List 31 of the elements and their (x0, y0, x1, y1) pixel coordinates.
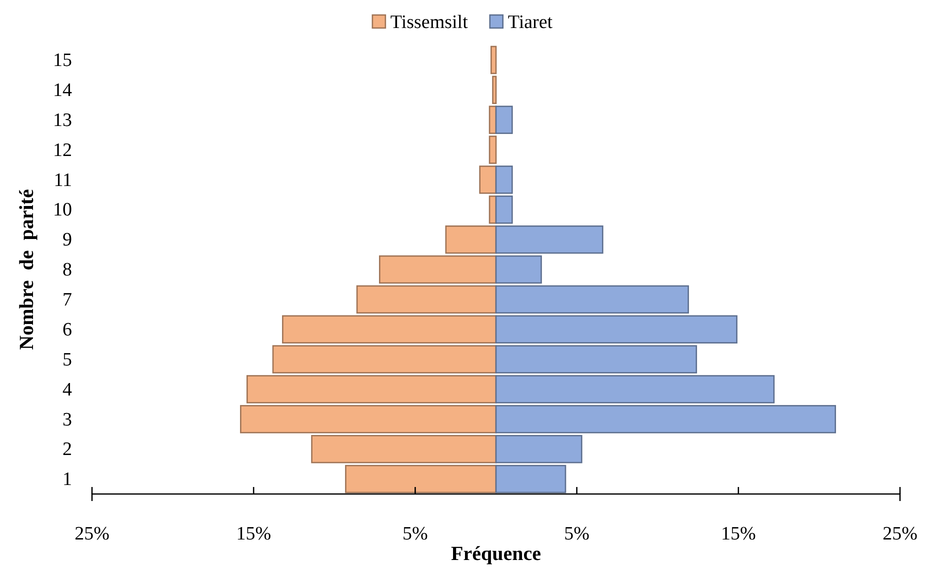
y-tick-label: 14 (53, 80, 72, 101)
bar (379, 255, 497, 284)
y-tick-label: 10 (53, 200, 72, 221)
x-tick-label: 5% (402, 523, 428, 544)
x-tick-label: 25% (74, 523, 110, 544)
legend-label: Tissemsilt (390, 12, 469, 33)
y-tick-label: 2 (62, 439, 72, 460)
x-tick-label: 25% (882, 523, 918, 544)
y-tick-label: 13 (53, 110, 72, 131)
y-tick-label: 12 (53, 140, 72, 161)
y-tick-label: 6 (62, 319, 72, 340)
y-tick-label: 5 (62, 349, 72, 370)
bar (490, 46, 497, 74)
bar (495, 255, 542, 284)
bar (495, 464, 566, 494)
bar (495, 106, 513, 134)
x-tick-label: 15% (236, 523, 272, 544)
y-tick-label: 8 (62, 260, 72, 281)
x-tick-label: 15% (720, 523, 756, 544)
y-tick-label: 11 (54, 170, 72, 191)
y-tick-label: 15 (53, 50, 72, 72)
y-tick-label: 7 (62, 290, 72, 311)
bar (345, 464, 497, 494)
x-axis-title: Fréquence (451, 543, 542, 565)
y-tick-label: 1 (62, 469, 72, 490)
y-tick-label: 3 (62, 409, 72, 430)
legend-label: Tiaret (508, 12, 554, 33)
x-tick-label: 5% (564, 523, 590, 544)
y-tick-label: 4 (62, 379, 72, 400)
y-axis-title: Nombre de parité (16, 189, 38, 350)
y-tick-label: 9 (62, 230, 72, 251)
